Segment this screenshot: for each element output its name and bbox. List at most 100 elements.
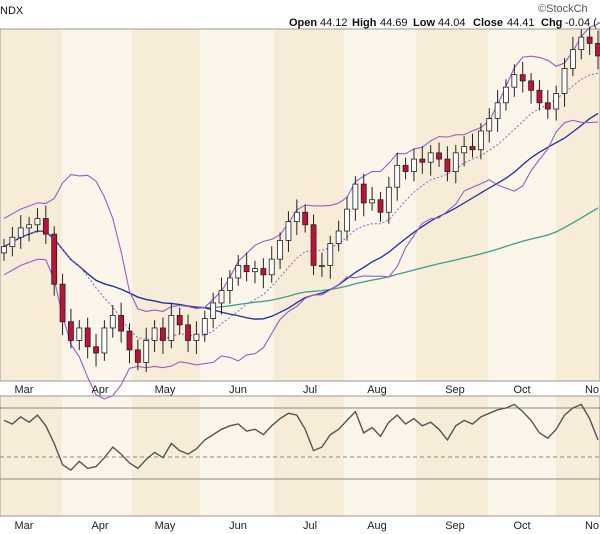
- candle-up: [218, 290, 225, 304]
- month-label-top: Mar: [15, 384, 34, 396]
- candle-up: [9, 236, 16, 248]
- rsi-month-band: [200, 396, 274, 516]
- candle-up: [503, 86, 509, 104]
- candle-up: [151, 327, 158, 341]
- candle-up: [352, 183, 359, 210]
- candle-up: [570, 49, 576, 69]
- candle-down: [59, 283, 66, 323]
- month-label-bottom: Jul: [303, 520, 317, 532]
- rsi-panel-frame: [0, 395, 600, 517]
- candle-up: [26, 224, 32, 229]
- candle-up: [1, 246, 7, 254]
- rsi-series: [3, 403, 599, 471]
- candle-down: [310, 224, 317, 266]
- candle-up: [427, 152, 434, 163]
- candle-up: [385, 186, 392, 213]
- ohlc-close-value: 44.41: [507, 17, 535, 29]
- candle-up: [477, 130, 484, 151]
- candle-up: [461, 146, 468, 154]
- overlay-lines: [3, 23, 599, 400]
- rsi-month-band: [62, 396, 132, 516]
- candle-up: [268, 258, 275, 276]
- month-label-bottom: May: [155, 520, 176, 532]
- price-axis-month-labels: Mar Apr May Jun Jul Aug Sep Oct No: [15, 384, 600, 396]
- candle-down: [436, 152, 442, 160]
- month-label-bottom: Jun: [229, 520, 247, 532]
- rsi-axis-month-labels: Mar Apr May Jun Jul Aug Sep Oct No: [15, 520, 600, 532]
- symbol-label: NDX: [0, 5, 24, 17]
- candle-up: [394, 164, 401, 188]
- candle-down: [51, 233, 58, 285]
- candle-up: [277, 239, 283, 260]
- rsi-line: [3, 403, 599, 471]
- bollinger-mid-line: [3, 72, 599, 341]
- bollinger-lower-line: [3, 119, 599, 400]
- candle-up: [319, 265, 325, 267]
- candle-up: [168, 315, 175, 341]
- candle-up: [76, 327, 83, 341]
- candle-up: [101, 327, 108, 354]
- price-month-band: [488, 29, 556, 381]
- price-month-band: [200, 29, 274, 381]
- candle-down: [118, 315, 125, 332]
- ohlc-high-label: High: [352, 17, 377, 29]
- candle-up: [327, 243, 334, 266]
- candle-up: [235, 265, 242, 279]
- rsi-month-band: [556, 396, 600, 516]
- ohlc-open-value: 44.12: [320, 17, 348, 29]
- month-label-top: Apr: [91, 384, 108, 396]
- candle-up: [193, 333, 200, 341]
- rsi-month-band: [416, 396, 488, 516]
- candle-up: [252, 268, 258, 273]
- candle-down: [360, 183, 367, 204]
- candle-up: [109, 315, 116, 329]
- month-label-bottom: Oct: [513, 520, 530, 532]
- month-label-bottom: Aug: [367, 520, 387, 532]
- candle-down: [84, 327, 91, 348]
- month-label-bottom: Apr: [91, 520, 108, 532]
- candle-down: [126, 330, 133, 351]
- candle-down: [595, 42, 600, 57]
- month-label-top: Oct: [513, 384, 530, 396]
- candle-down: [544, 102, 551, 110]
- candle-down: [377, 199, 384, 213]
- rsi-month-band: [488, 396, 556, 516]
- price-month-band: [416, 29, 488, 381]
- candle-up: [344, 208, 350, 232]
- candle-up: [34, 218, 41, 226]
- rsi-month-band: [132, 396, 200, 516]
- month-label-top: Jun: [229, 384, 247, 396]
- rsi-month-band: [274, 396, 344, 516]
- candlestick-series: [1, 26, 600, 373]
- rsi-panel-bands: [0, 396, 600, 516]
- ohlc-chg-value: -0.04 (-: [565, 17, 600, 29]
- month-label-bottom: Sep: [445, 520, 465, 532]
- bollinger-upper-line: [3, 23, 599, 312]
- candle-up: [293, 211, 300, 223]
- candle-up: [561, 68, 568, 94]
- candle-down: [402, 164, 409, 173]
- candle-down: [586, 36, 593, 44]
- candle-down: [302, 211, 309, 226]
- candle-down: [469, 146, 476, 151]
- candle-down: [68, 321, 74, 341]
- ohlc-chg-label: Chg: [541, 17, 562, 29]
- candle-down: [185, 324, 191, 341]
- ohlc-open-label: Open: [289, 17, 317, 29]
- candle-down: [536, 89, 543, 104]
- candle-down: [243, 265, 250, 273]
- month-label-top: Jul: [303, 384, 317, 396]
- month-label-top: No: [585, 384, 599, 396]
- candle-up: [511, 74, 518, 88]
- candle-down: [160, 327, 166, 341]
- price-panel-frame: [0, 28, 600, 382]
- price-month-band: [132, 29, 200, 381]
- month-label-bottom: Mar: [15, 520, 34, 532]
- brand-label: ©StockCh: [538, 3, 588, 15]
- candle-down: [444, 158, 451, 173]
- candle-down: [93, 346, 99, 354]
- month-label-top: May: [155, 384, 176, 396]
- candle-up: [411, 158, 417, 173]
- candle-up: [335, 230, 342, 244]
- candle-up: [452, 152, 459, 173]
